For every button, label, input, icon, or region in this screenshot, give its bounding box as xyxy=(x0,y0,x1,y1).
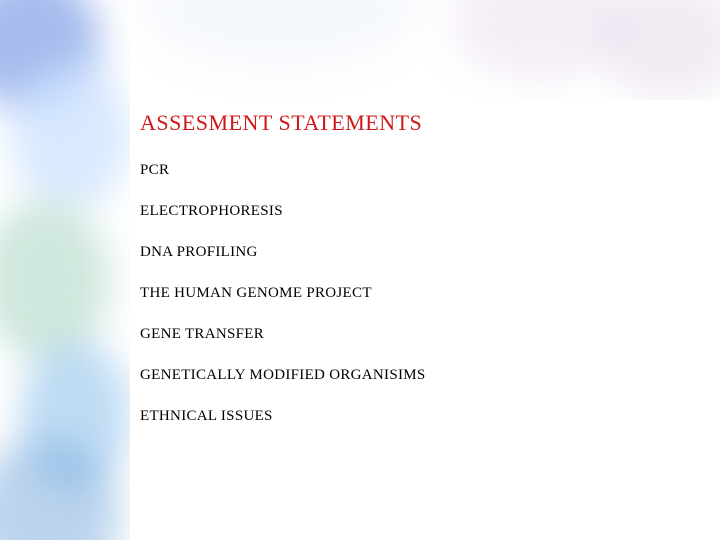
slide-title: ASSESMENT STATEMENTS xyxy=(140,110,700,136)
list-item: ELECTROPHORESIS xyxy=(140,203,700,220)
list-item: THE HUMAN GENOME PROJECT xyxy=(140,285,700,302)
decor-blob xyxy=(600,0,720,100)
list-item: PCR xyxy=(140,162,700,179)
list-item: DNA PROFILING xyxy=(140,244,700,261)
decor-blob xyxy=(0,200,110,360)
list-item: ETHNICAL ISSUES xyxy=(140,408,700,425)
background-left-decor xyxy=(0,0,130,540)
slide-content: ASSESMENT STATEMENTS PCR ELECTROPHORESIS… xyxy=(140,110,700,449)
list-item: GENE TRANSFER xyxy=(140,326,700,343)
decor-blob xyxy=(140,0,420,70)
list-item: GENETICALLY MODIFIED ORGANISIMS xyxy=(140,367,700,384)
decor-blob xyxy=(10,60,130,210)
background-bottom-decor xyxy=(0,500,720,540)
